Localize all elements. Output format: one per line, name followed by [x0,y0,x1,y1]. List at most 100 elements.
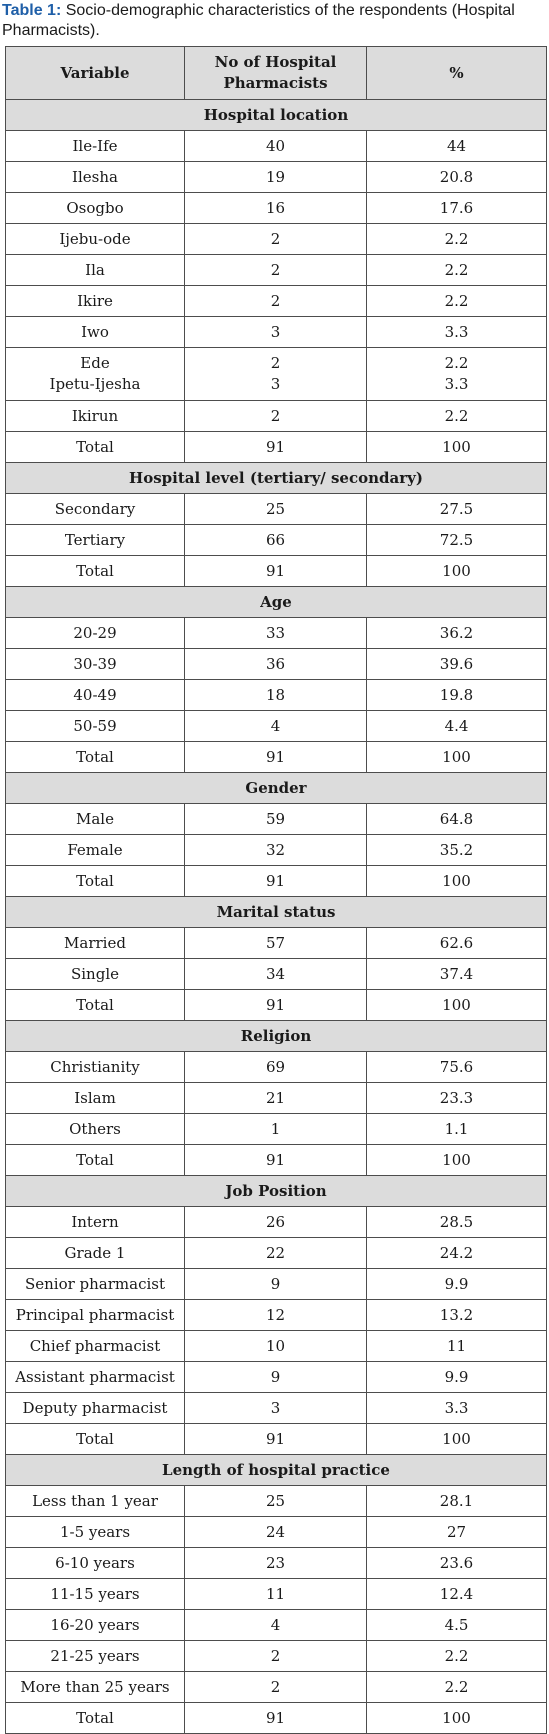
cell-variable: Chief pharmacist [5,1330,185,1362]
table-row: Ila 2 2.2 [5,254,547,286]
table-row: 40-49 18 19.8 [5,679,547,711]
table-row: Ile-Ife 40 44 [5,130,547,162]
table-row: Principal pharmacist 12 13.2 [5,1299,547,1331]
cell-percent: 37.4 [366,958,547,990]
cell-variable: Ilesha [5,161,185,193]
cell-variable: 40-49 [5,679,185,711]
cell-percent: 72.5 [366,524,547,556]
table-row: Others 1 1.1 [5,1113,547,1145]
cell-variable: 11-15 years [5,1578,185,1610]
cell-percent: 4.4 [366,710,547,742]
cell-percent: 27.5 [366,493,547,525]
cell-percent: 100 [366,1423,547,1455]
cell-variable: 16-20 years [5,1609,185,1641]
table-row: Total 91 100 [5,865,547,897]
cell-count: 26 [184,1206,367,1238]
cell-count-line: 3 [270,375,281,393]
cell-percent: 100 [366,989,547,1021]
table-row: Total 91 100 [5,741,547,773]
cell-percent: 23.6 [366,1547,547,1579]
cell-count-line: 2 [270,354,281,372]
cell-count: 9 [184,1268,367,1300]
header-count: No of Hospital Pharmacists [184,46,367,100]
table-row: Ikirun 2 2.2 [5,400,547,432]
cell-percent: 2.2 3.3 [366,347,547,401]
cell-count: 2 [184,400,367,432]
cell-percent: 9.9 [366,1268,547,1300]
table-row: Osogbo 16 17.6 [5,192,547,224]
header-variable: Variable [5,46,185,100]
cell-percent: 2.2 [366,254,547,286]
cell-count: 3 [184,1392,367,1424]
cell-count: 91 [184,1702,367,1734]
caption-text: Socio-demographic characteristics of the… [2,2,515,39]
cell-count: 1 [184,1113,367,1145]
cell-count: 23 [184,1547,367,1579]
cell-percent: 9.9 [366,1361,547,1393]
table-row: Tertiary 66 72.5 [5,524,547,556]
header-percent: % [366,46,547,100]
cell-count: 40 [184,130,367,162]
cell-count: 25 [184,493,367,525]
cell-variable: Assistant pharmacist [5,1361,185,1393]
data-table: Variable No of Hospital Pharmacists % Ho… [5,46,547,1734]
cell-variable: Total [5,555,185,587]
cell-variable: Senior pharmacist [5,1268,185,1300]
table-row: 50-59 4 4.4 [5,710,547,742]
table-row: 11-15 years 11 12.4 [5,1578,547,1610]
cell-variable: 20-29 [5,617,185,649]
cell-percent: 75.6 [366,1051,547,1083]
table-row: 6-10 years 23 23.6 [5,1547,547,1579]
section-header-row: Religion [5,1020,547,1052]
cell-percent: 2.2 [366,223,547,255]
table-row: 21-25 years 2 2.2 [5,1640,547,1672]
cell-percent: 36.2 [366,617,547,649]
cell-variable: Female [5,834,185,866]
cell-variable-line: Ipetu-Ijesha [49,375,141,393]
table-row: Total 91 100 [5,1423,547,1455]
cell-percent: 64.8 [366,803,547,835]
cell-count: 57 [184,927,367,959]
cell-count: 91 [184,865,367,897]
cell-variable: Secondary [5,493,185,525]
cell-variable: Iwo [5,316,185,348]
cell-variable: Tertiary [5,524,185,556]
cell-variable: Total [5,741,185,773]
cell-variable-line: Ede [80,354,110,372]
cell-count: 4 [184,710,367,742]
table-row: Senior pharmacist 9 9.9 [5,1268,547,1300]
cell-count: 10 [184,1330,367,1362]
table-row: Ijebu-ode 2 2.2 [5,223,547,255]
cell-count: 4 [184,1609,367,1641]
table-row: Married 57 62.6 [5,927,547,959]
section-header-row: Job Position [5,1175,547,1207]
table-row: Single 34 37.4 [5,958,547,990]
cell-percent: 17.6 [366,192,547,224]
table-row: Ede Ipetu-Ijesha 2 3 2.2 3.3 [5,347,547,401]
section-header-row: Hospital location [5,99,547,131]
table-row: 16-20 years 4 4.5 [5,1609,547,1641]
table-row: Islam 21 23.3 [5,1082,547,1114]
cell-percent: 11 [366,1330,547,1362]
cell-variable: Ila [5,254,185,286]
table-row: 30-39 36 39.6 [5,648,547,680]
cell-variable: Less than 1 year [5,1485,185,1517]
table-body: Variable No of Hospital Pharmacists % Ho… [5,46,547,1734]
table-row: Total 91 100 [5,1702,547,1734]
cell-count: 91 [184,1144,367,1176]
cell-variable: Married [5,927,185,959]
table-row: Secondary 25 27.5 [5,493,547,525]
cell-count: 24 [184,1516,367,1548]
cell-count: 2 [184,254,367,286]
section-header-row: Length of hospital practice [5,1454,547,1486]
cell-variable: More than 25 years [5,1671,185,1703]
cell-count: 12 [184,1299,367,1331]
cell-count: 33 [184,617,367,649]
cell-variable: Total [5,1423,185,1455]
cell-count: 11 [184,1578,367,1610]
cell-count: 2 [184,1640,367,1672]
table-row: Intern 26 28.5 [5,1206,547,1238]
cell-percent: 3.3 [366,1392,547,1424]
cell-count: 36 [184,648,367,680]
